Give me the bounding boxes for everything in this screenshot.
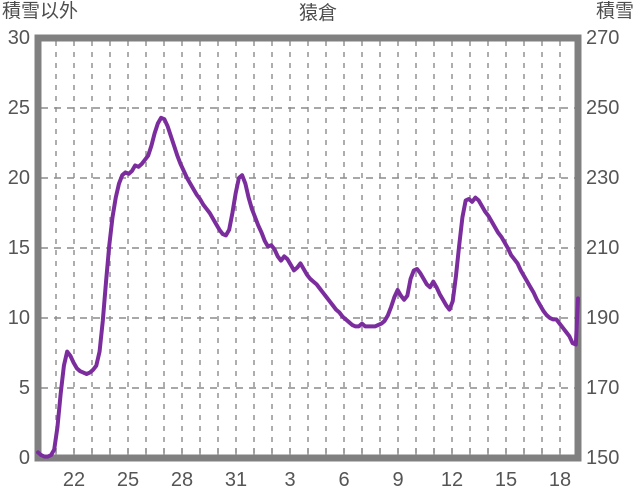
left-axis-tick-label: 30: [7, 27, 30, 49]
x-axis-tick-label: 6: [338, 469, 350, 491]
left-axis-tick-label: 25: [7, 97, 30, 119]
right-axis-tick-label: 230: [586, 167, 620, 189]
right-axis-tick-label: 190: [586, 307, 620, 329]
x-axis-tick-label: 31: [224, 469, 248, 491]
x-axis-tick-label: 22: [62, 469, 86, 491]
left-axis-title: 積雪以外: [2, 1, 79, 22]
right-axis-tick-label: 150: [586, 447, 620, 469]
right-axis-tick-label: 170: [586, 377, 620, 399]
series-line-snow: [36, 115, 580, 459]
bottom-ticks: [55, 448, 561, 455]
right-axis-tick-label: 250: [586, 97, 620, 119]
left-axis-tick-label: 20: [7, 167, 30, 189]
x-axis-tick-label: 12: [440, 469, 464, 491]
left-axis-tick-label: 5: [18, 377, 30, 399]
right-axis-title: 積雪: [595, 1, 634, 22]
plot-frame: [34, 34, 582, 462]
x-axis-tick-label: 18: [548, 469, 572, 491]
x-axis-tick-label: 25: [116, 469, 140, 491]
left-axis-tick-label: 10: [7, 307, 30, 329]
x-axis-tick-label: 15: [494, 469, 518, 491]
horizontal-gridlines: [41, 107, 575, 389]
right-axis-tick-label: 210: [586, 237, 620, 259]
plot-border: [34, 34, 582, 462]
x-axis-tick-label: 9: [392, 469, 404, 491]
x-axis-tick-label: 28: [170, 469, 194, 491]
left-axis-tick-label: 0: [18, 447, 30, 469]
chart-title: 猿倉: [298, 3, 337, 24]
right-axis-tick-label: 270: [586, 27, 620, 49]
x-axis-tick-label: 3: [284, 469, 296, 491]
left-axis-tick-label: 15: [7, 237, 30, 259]
vertical-gridlines: [55, 41, 561, 455]
